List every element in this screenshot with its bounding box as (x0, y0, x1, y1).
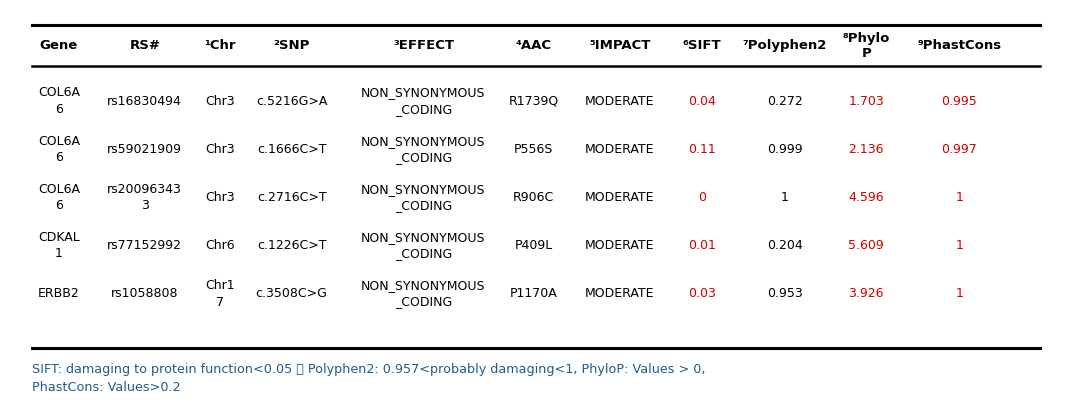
Text: MODERATE: MODERATE (585, 143, 654, 156)
Text: MODERATE: MODERATE (585, 287, 654, 300)
Text: MODERATE: MODERATE (585, 239, 654, 252)
Text: Chr3: Chr3 (205, 191, 235, 204)
Text: COL6A
6: COL6A 6 (38, 135, 80, 164)
Text: Gene: Gene (40, 39, 78, 52)
Text: 1: 1 (780, 191, 789, 204)
Text: 0.997: 0.997 (941, 143, 978, 156)
Text: COL6A
6: COL6A 6 (38, 86, 80, 116)
Text: ERBB2: ERBB2 (39, 287, 79, 300)
Text: R1739Q: R1739Q (509, 95, 559, 108)
Text: c.1666C>T: c.1666C>T (257, 143, 326, 156)
Text: COL6A
6: COL6A 6 (38, 183, 80, 212)
Text: P409L: P409L (515, 239, 553, 252)
Text: 1.703: 1.703 (848, 95, 884, 108)
Text: 5.609: 5.609 (848, 239, 884, 252)
Text: 0.03: 0.03 (688, 287, 716, 300)
Text: c.1226C>T: c.1226C>T (257, 239, 326, 252)
Text: ⁶SIFT: ⁶SIFT (683, 39, 721, 52)
Text: RS#: RS# (130, 39, 160, 52)
Text: CDKAL
1: CDKAL 1 (39, 231, 79, 260)
Text: c.2716C>T: c.2716C>T (257, 191, 326, 204)
Text: c.3508C>G: c.3508C>G (255, 287, 328, 300)
Text: ²SNP: ²SNP (273, 39, 310, 52)
Text: NON_SYNONYMOUS
_CODING: NON_SYNONYMOUS _CODING (361, 135, 486, 164)
Text: NON_SYNONYMOUS
_CODING: NON_SYNONYMOUS _CODING (361, 183, 486, 212)
Text: P: P (861, 47, 872, 60)
Text: Chr3: Chr3 (205, 95, 235, 108)
Text: NON_SYNONYMOUS
_CODING: NON_SYNONYMOUS _CODING (361, 231, 486, 260)
Text: 1: 1 (955, 191, 964, 204)
Text: ⁵IMPACT: ⁵IMPACT (589, 39, 651, 52)
Text: rs77152992: rs77152992 (107, 239, 182, 252)
Text: 3.926: 3.926 (848, 287, 884, 300)
Text: 4.596: 4.596 (848, 191, 884, 204)
Text: 0.204: 0.204 (766, 239, 803, 252)
Text: rs20096343
3: rs20096343 3 (107, 183, 182, 212)
Text: 0.04: 0.04 (688, 95, 716, 108)
Text: 2.136: 2.136 (848, 143, 884, 156)
Text: P556S: P556S (515, 143, 553, 156)
Text: ⁷Polyphen2: ⁷Polyphen2 (743, 39, 827, 52)
Text: ⁴AAC: ⁴AAC (516, 39, 552, 52)
Text: rs59021909: rs59021909 (107, 143, 182, 156)
Text: c.5216G>A: c.5216G>A (256, 95, 327, 108)
Text: NON_SYNONYMOUS
_CODING: NON_SYNONYMOUS _CODING (361, 279, 486, 308)
Text: ¹Chr: ¹Chr (204, 39, 236, 52)
Text: rs1058808: rs1058808 (111, 287, 178, 300)
Text: MODERATE: MODERATE (585, 95, 654, 108)
Text: 1: 1 (955, 287, 964, 300)
Text: Chr1
7: Chr1 7 (205, 279, 235, 308)
Text: Chr3: Chr3 (205, 143, 235, 156)
Text: 0.999: 0.999 (766, 143, 803, 156)
Text: 0: 0 (698, 191, 706, 204)
Text: 0.11: 0.11 (688, 143, 716, 156)
Text: R906C: R906C (513, 191, 554, 204)
Text: MODERATE: MODERATE (585, 191, 654, 204)
Text: rs16830494: rs16830494 (107, 95, 182, 108)
Text: ⁸Phylo: ⁸Phylo (843, 32, 890, 45)
Text: 0.995: 0.995 (941, 95, 978, 108)
Text: 0.272: 0.272 (766, 95, 803, 108)
Text: 1: 1 (955, 239, 964, 252)
Text: SIFT: damaging to protein function<0.05 ， Polyphen2: 0.957<probably damaging<1, : SIFT: damaging to protein function<0.05 … (32, 363, 705, 394)
Text: Chr6: Chr6 (205, 239, 235, 252)
Text: NON_SYNONYMOUS
_CODING: NON_SYNONYMOUS _CODING (361, 86, 486, 116)
Text: 0.01: 0.01 (688, 239, 716, 252)
Text: P1170A: P1170A (510, 287, 557, 300)
Text: 0.953: 0.953 (766, 287, 803, 300)
Text: ³EFFECT: ³EFFECT (393, 39, 453, 52)
Text: ⁹PhastCons: ⁹PhastCons (918, 39, 1001, 52)
